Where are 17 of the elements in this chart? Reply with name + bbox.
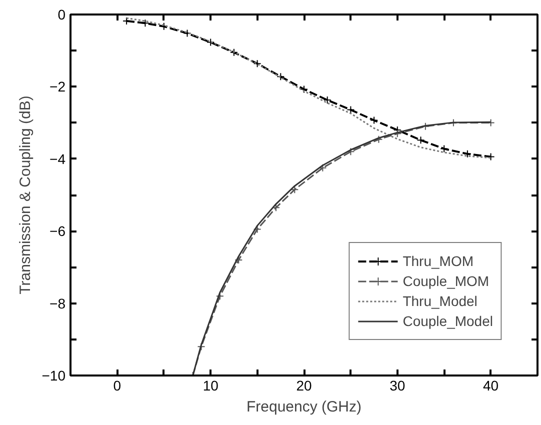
y-tick-label: 0	[58, 6, 66, 22]
x-tick-label: 30	[390, 378, 406, 394]
legend-label: Couple_Model	[402, 313, 493, 329]
x-tick-label: 0	[113, 378, 122, 394]
x-tick-label: 20	[296, 378, 312, 394]
y-axis-title: Transmission & Coupling (dB)	[16, 96, 34, 294]
y-tick-label: −10	[42, 368, 66, 384]
y-tick-label: −4	[50, 150, 66, 167]
x-axis-title: Frequency (GHz)	[246, 398, 362, 416]
y-tick-label: −8	[50, 295, 66, 312]
legend-label: Couple_MOM	[402, 273, 490, 289]
legend-label: Thru_MOM	[402, 253, 474, 269]
legend-label: Thru_Model	[402, 293, 478, 309]
x-tick-label: 40	[483, 378, 499, 394]
y-tick-label: −2	[50, 78, 66, 95]
x-tick-label: 10	[202, 378, 219, 394]
y-tick-label: −6	[50, 223, 66, 240]
